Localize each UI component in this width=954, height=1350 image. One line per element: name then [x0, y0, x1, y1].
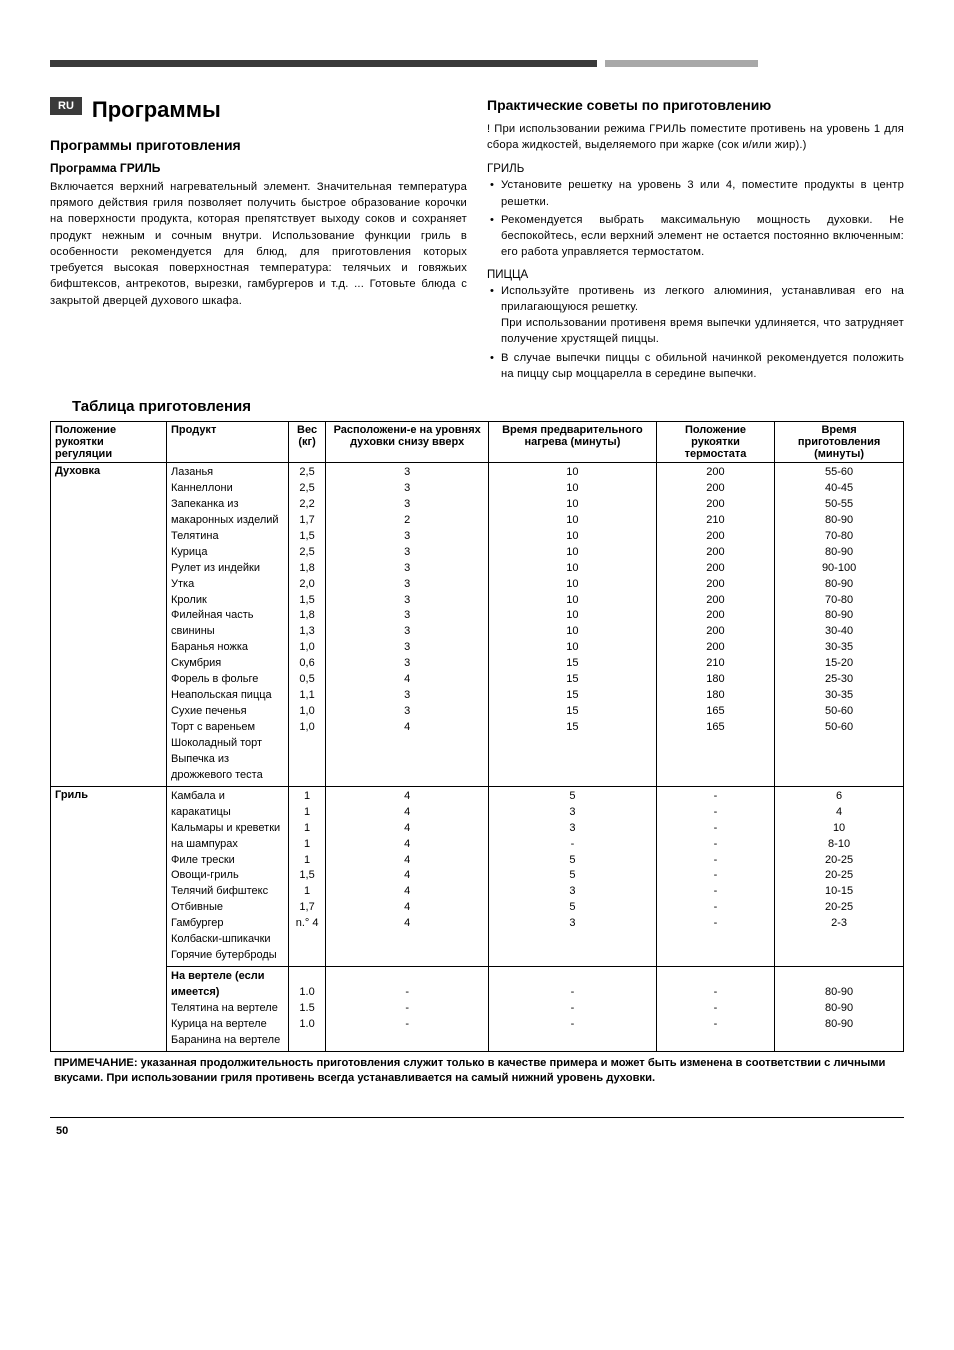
grill-bullet-item: Рекомендуется выбрать максимальную мощно…	[487, 212, 904, 261]
left-column: RU Программы Программы приготовления Про…	[50, 97, 467, 384]
product-cell: На вертеле (если имеется) Телятина на ве…	[167, 967, 289, 1052]
product-cell: Камбала и каракатицы Кальмары и креветки…	[167, 786, 289, 966]
table-header-cell: Положение рукоятки термостата	[656, 422, 774, 463]
table-group-row: ГрильКамбала и каракатицы Кальмары и кре…	[51, 786, 904, 966]
pizza-bullet-list: Используйте противень из легкого алюмини…	[487, 283, 904, 382]
value-cell: 3 3 3 2 3 3 3 3 3 3 3 3 3 4 3 3 4	[326, 463, 489, 787]
table-header-cell: Продукт	[167, 422, 289, 463]
value-cell: 4 4 4 4 4 4 4 4 4	[326, 786, 489, 966]
pizza-bullet-item: В случае выпечки пиццы с обильной начинк…	[487, 350, 904, 382]
value-cell: - - -	[489, 967, 657, 1052]
pizza-section-label: ПИЦЦА	[487, 269, 904, 281]
value-cell: 1 1 1 1 1 1,5 1 1,7 n.° 4	[288, 786, 325, 966]
language-tag: RU	[50, 97, 82, 115]
mode-cell: Духовка	[51, 463, 167, 787]
program-grill-heading: Программа ГРИЛЬ	[50, 161, 467, 175]
table-footnote: ПРИМЕЧАНИЕ: указанная продолжительность …	[50, 1056, 904, 1087]
value-cell: - - - - - - - - -	[656, 786, 774, 966]
value-cell: 1.0 1.5 1.0	[288, 967, 325, 1052]
pizza-bullet-item: Используйте противень из легкого алюмини…	[487, 283, 904, 348]
advice-title: Практические советы по приготовлению	[487, 97, 904, 113]
grill-bullet-list: Установите решетку на уровень 3 или 4, п…	[487, 177, 904, 260]
program-grill-body: Включается верхний нагревательный элемен…	[50, 179, 467, 309]
page-title: Программы	[92, 97, 221, 123]
value-cell: 5 3 3 - 5 5 3 5 3	[489, 786, 657, 966]
cooking-table: Положение рукоятки регуляцииПродуктВес (…	[50, 421, 904, 1052]
bar-dark	[50, 60, 597, 67]
two-column-layout: RU Программы Программы приготовления Про…	[50, 97, 904, 384]
right-column: Практические советы по приготовлению ! П…	[487, 97, 904, 384]
table-header-cell: Время приготовления (минуты)	[775, 422, 904, 463]
table-header-cell: Положение рукоятки регуляции	[51, 422, 167, 463]
table-header-row: Положение рукоятки регуляцииПродуктВес (…	[51, 422, 904, 463]
value-cell: 55-60 40-45 50-55 80-90 70-80 80-90 90-1…	[775, 463, 904, 787]
value-cell: - - -	[656, 967, 774, 1052]
decorative-top-bars	[50, 60, 904, 67]
mode-cell: Гриль	[51, 786, 167, 966]
table-group-row: На вертеле (если имеется) Телятина на ве…	[51, 967, 904, 1052]
value-cell: 2,5 2,5 2,2 1,7 1,5 2,5 1,8 2,0 1,5 1,8 …	[288, 463, 325, 787]
page-number: 50	[50, 1125, 68, 1137]
value-cell: 10 10 10 10 10 10 10 10 10 10 10 10 15 1…	[489, 463, 657, 787]
grill-bullet-item: Установите решетку на уровень 3 или 4, п…	[487, 177, 904, 209]
table-header-cell: Вес (кг)	[288, 422, 325, 463]
table-header-cell: Время предварительного нагрева (минуты)	[489, 422, 657, 463]
value-cell: - - -	[326, 967, 489, 1052]
value-cell: 80-90 80-90 80-90	[775, 967, 904, 1052]
grill-section-label: ГРИЛЬ	[487, 163, 904, 175]
bar-light	[605, 60, 759, 67]
page-footer: 50	[50, 1117, 904, 1139]
table-header-cell: Расположени-е на уровнях духовки снизу в…	[326, 422, 489, 463]
advice-warning: ! При использовании режима ГРИЛЬ помести…	[487, 121, 904, 153]
cooking-table-title: Таблица приготовления	[72, 398, 904, 415]
table-group-row: ДуховкаЛазанья Каннеллони Запеканка из м…	[51, 463, 904, 787]
value-cell: 200 200 200 210 200 200 200 200 200 200 …	[656, 463, 774, 787]
product-cell: Лазанья Каннеллони Запеканка из макаронн…	[167, 463, 289, 787]
mode-cell	[51, 967, 167, 1052]
value-cell: 6 4 10 8-10 20-25 20-25 10-15 20-25 2-3	[775, 786, 904, 966]
subtitle-programs: Программы приготовления	[50, 137, 467, 153]
